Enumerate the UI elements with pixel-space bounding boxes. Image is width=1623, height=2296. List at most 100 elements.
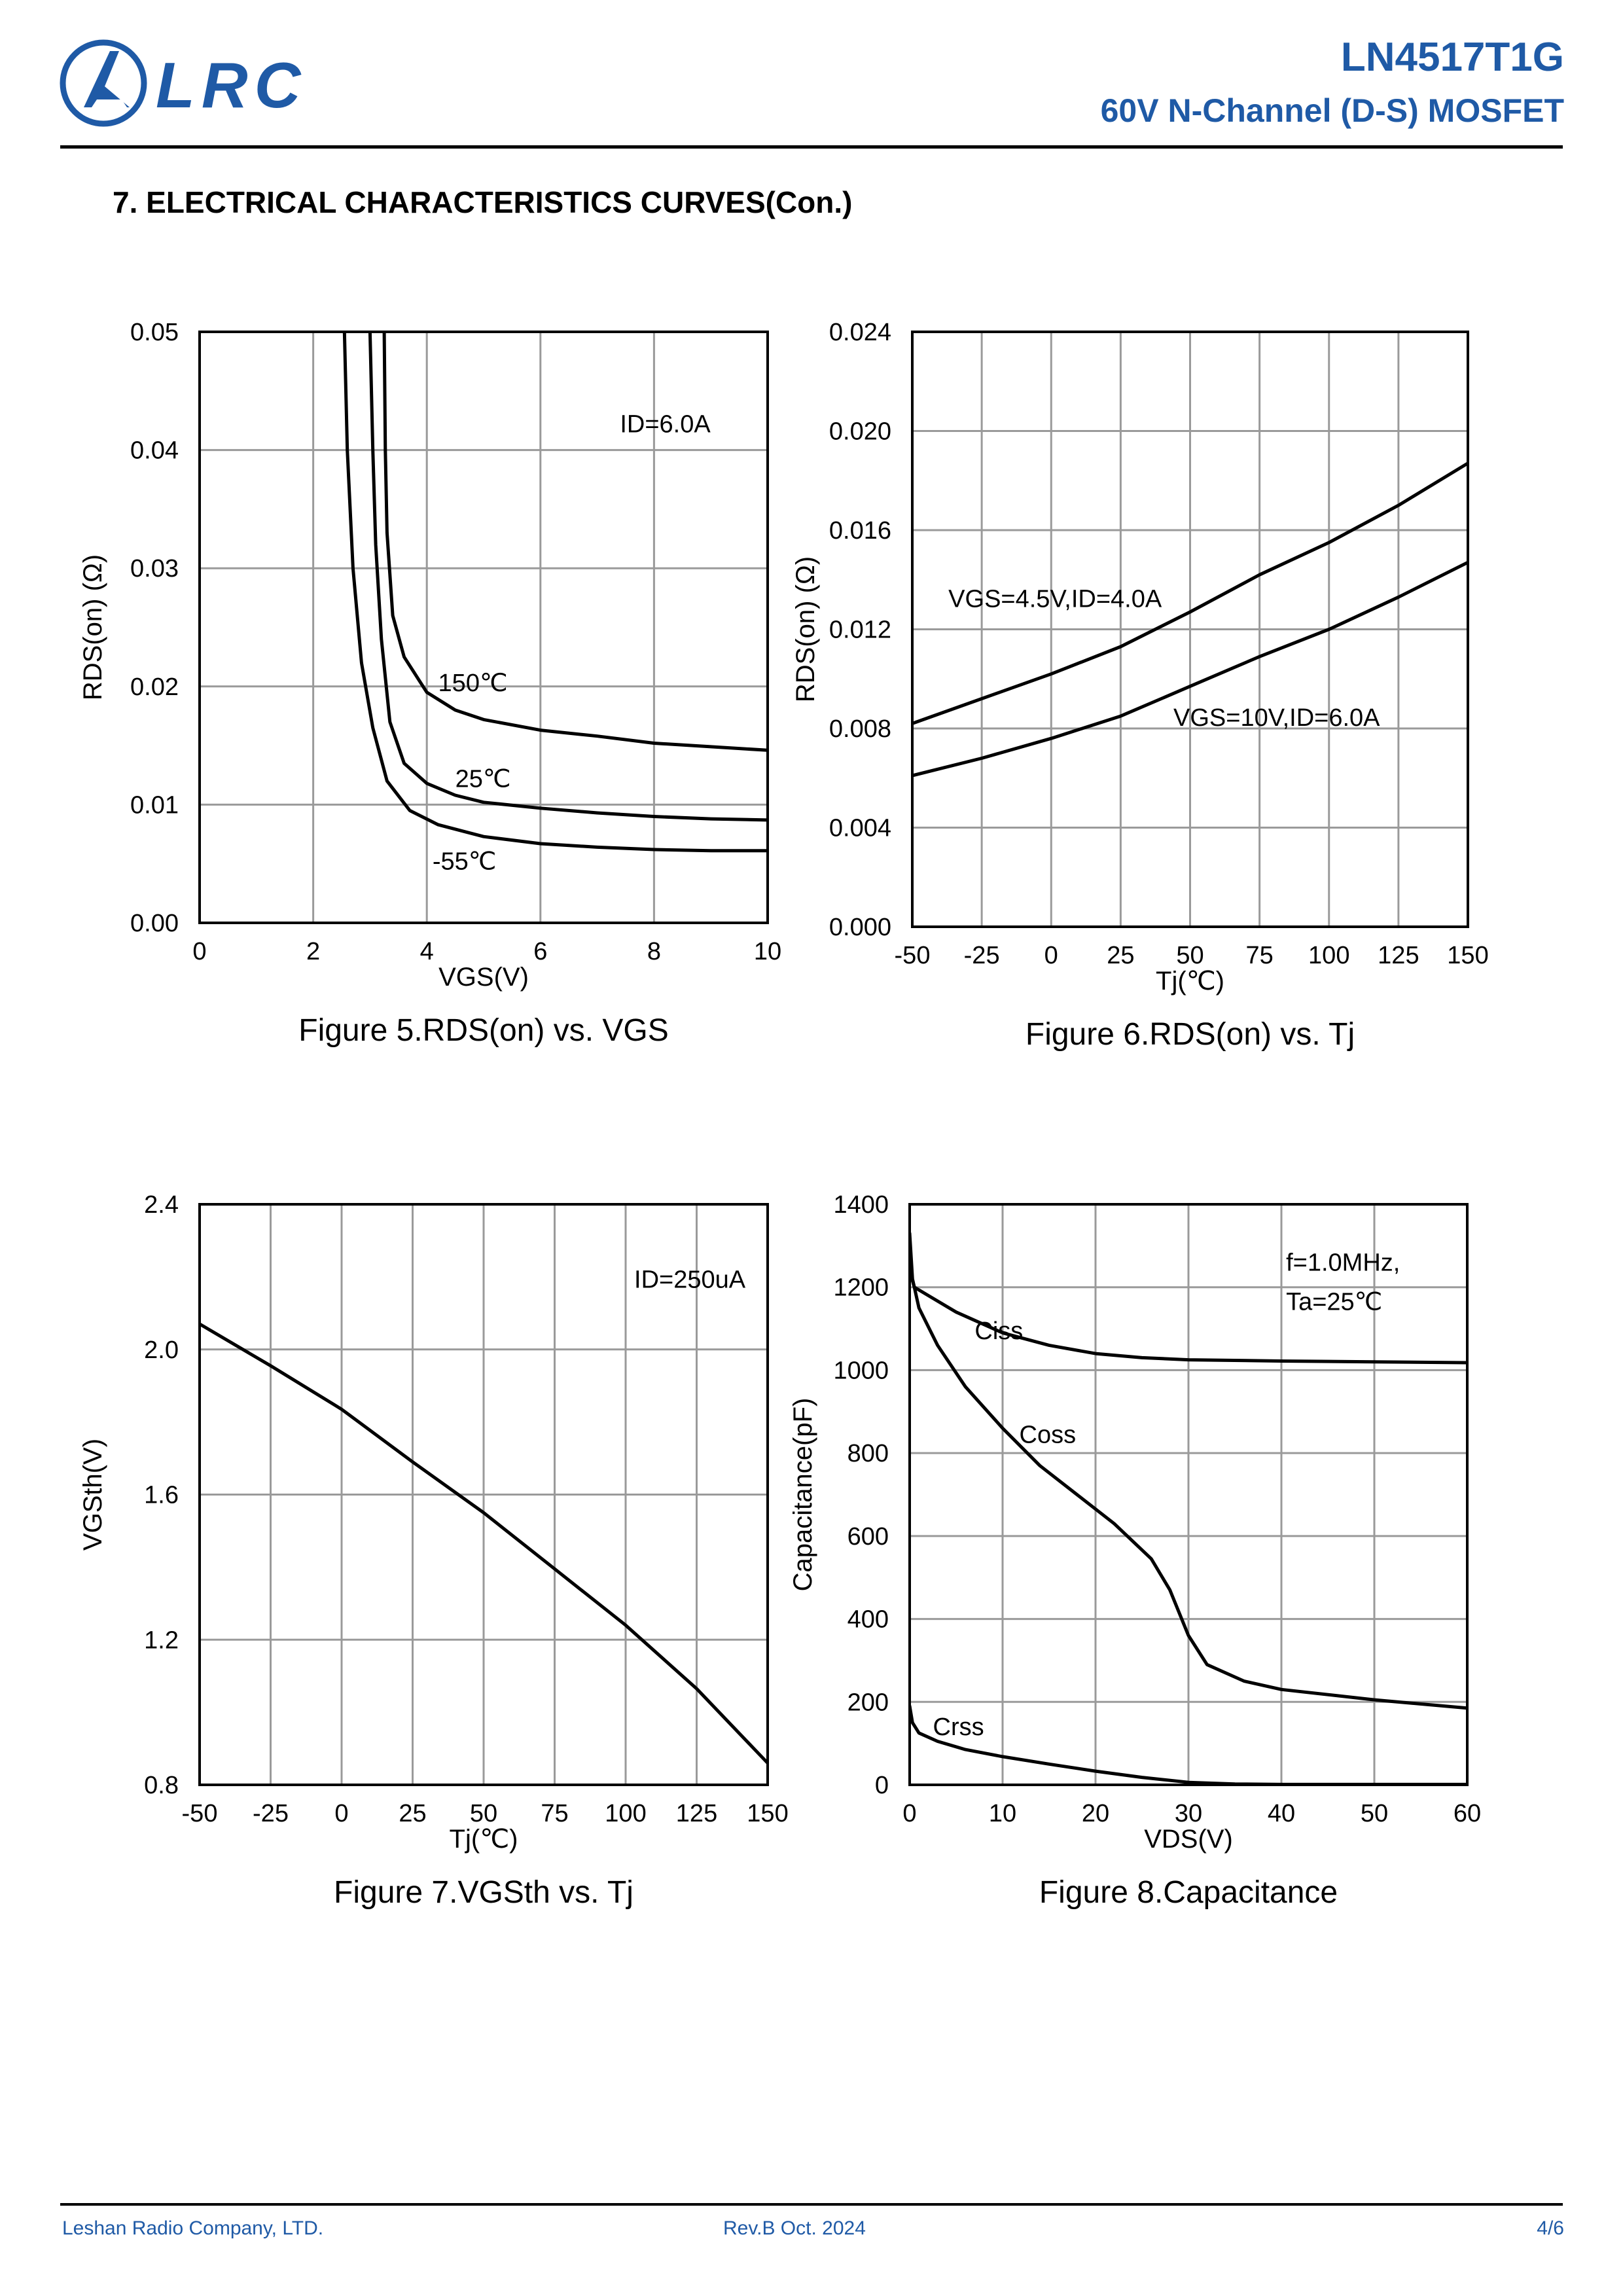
y-tick-label: 1.6 — [144, 1482, 179, 1509]
x-tick-label: -50 — [182, 1800, 218, 1827]
x-tick-label: 0 — [902, 1800, 916, 1827]
y-tick-label: 0.016 — [829, 517, 891, 545]
x-tick-label: 100 — [605, 1800, 646, 1827]
y-tick-label: 0.024 — [829, 319, 891, 346]
x-tick-label: 100 — [1308, 942, 1349, 969]
y-tick-label: 0.04 — [130, 437, 179, 465]
y-tick-label: 200 — [847, 1689, 889, 1716]
y-axis-label: RDS(on) (Ω) — [79, 554, 107, 700]
y-tick-label: 2.0 — [144, 1336, 179, 1364]
plot-frame — [911, 331, 1469, 928]
series-label: VGS=10V,ID=6.0A — [1173, 704, 1380, 732]
logo-mark-cut — [92, 99, 127, 107]
chart-annotation: ID=250uA — [634, 1266, 746, 1294]
section-title: 7. ELECTRICAL CHARACTERISTICS CURVES(Con… — [113, 185, 853, 219]
series-line — [910, 1231, 1467, 1710]
x-axis-label: Tj(℃) — [1156, 967, 1224, 996]
y-tick-label: 0.012 — [829, 617, 891, 644]
x-tick-label: -25 — [253, 1800, 289, 1827]
y-tick-label: 0.02 — [130, 673, 179, 701]
chart-annotation: f=1.0MHz, — [1286, 1249, 1400, 1276]
x-tick-label: 10 — [989, 1800, 1016, 1827]
y-tick-label: 0.004 — [829, 815, 891, 842]
figure-caption: Figure 6.RDS(on) vs. Tj — [1026, 1017, 1355, 1052]
x-tick-label: 150 — [747, 1800, 788, 1827]
x-tick-label: 2 — [306, 938, 320, 965]
chart-annotation: Ta=25℃ — [1286, 1289, 1382, 1316]
series-line — [910, 1704, 1467, 1785]
series-label: -55℃ — [433, 848, 497, 876]
series-label: 25℃ — [455, 765, 511, 793]
y-tick-label: 800 — [847, 1440, 889, 1467]
y-axis-label: RDS(on) (Ω) — [791, 556, 820, 702]
x-axis-label: Tj(℃) — [450, 1825, 518, 1854]
x-tick-label: 30 — [1175, 1800, 1202, 1827]
chart-8: 0 10 20 30 40 50 600200400600800100012001400VD… — [789, 1191, 1481, 1910]
chart-annotation: ID=6.0A — [620, 411, 711, 439]
y-axis-label: VGSth(V) — [79, 1439, 107, 1551]
figure-caption: Figure 7.VGSth vs. Tj — [334, 1875, 633, 1910]
y-tick-label: 0.05 — [130, 319, 179, 346]
footer-company: Leshan Radio Company, LTD. — [62, 2217, 324, 2239]
y-tick-label: 0.01 — [130, 791, 179, 819]
chart-6: -50 -25 0 25 50 75 100 125 150 0.000 0.004 0.008 0.0… — [791, 319, 1489, 1052]
footer-divider — [60, 2203, 1563, 2206]
y-tick-label: 600 — [847, 1523, 889, 1551]
plot-frame — [198, 331, 769, 924]
x-tick-label: 75 — [541, 1800, 568, 1827]
x-tick-label: -25 — [964, 942, 1000, 969]
series-label: Ciss — [974, 1318, 1023, 1345]
x-tick-label: 40 — [1268, 1800, 1295, 1827]
x-tick-label: 60 — [1454, 1800, 1481, 1827]
y-tick-label: 1000 — [833, 1357, 889, 1384]
x-tick-label: 125 — [676, 1800, 717, 1827]
y-tick-label: 0.020 — [829, 418, 891, 446]
x-tick-label: 50 — [470, 1800, 497, 1827]
x-tick-label: 6 — [533, 938, 547, 965]
x-tick-label: 150 — [1447, 942, 1488, 969]
lrc-logo: LRC — [60, 39, 300, 127]
series-line — [200, 1322, 768, 1765]
footer-revision: Rev.B Oct. 2024 — [723, 2217, 866, 2239]
x-tick-label: 4 — [420, 938, 434, 965]
series-line — [912, 560, 1468, 778]
series-line — [910, 1268, 1467, 1365]
x-tick-label: 25 — [399, 1800, 426, 1827]
y-axis-label: Capacitance(pF) — [789, 1398, 817, 1592]
series-label: 150℃ — [438, 670, 508, 697]
x-tick-label: 8 — [647, 938, 661, 965]
y-tick-label: 0.8 — [144, 1772, 179, 1799]
x-tick-label: 50 — [1176, 942, 1204, 969]
y-tick-label: 0.008 — [829, 715, 891, 743]
footer-page: 4/6 — [1537, 2217, 1564, 2239]
series-line — [912, 461, 1468, 725]
y-tick-label: 1200 — [833, 1274, 889, 1302]
y-tick-label: 0.000 — [829, 914, 891, 941]
y-tick-label: 0.00 — [130, 910, 179, 937]
document-subtitle: 60V N-Channel (D-S) MOSFET — [1100, 92, 1564, 129]
y-tick-label: 1.2 — [144, 1626, 179, 1654]
series-label: VGS=4.5V,ID=4.0A — [948, 585, 1162, 613]
plot-frame — [908, 1203, 1469, 1786]
figure-caption: Figure 5.RDS(on) vs. VGS — [298, 1013, 669, 1048]
x-tick-label: 125 — [1378, 942, 1419, 969]
part-number: LN4517T1G — [1340, 35, 1564, 80]
series-label: Crss — [933, 1713, 984, 1741]
x-tick-label: 75 — [1245, 942, 1273, 969]
x-tick-label: 0 — [192, 938, 206, 965]
y-tick-label: 0 — [875, 1772, 889, 1799]
figure-caption: Figure 8.Capacitance — [1039, 1875, 1338, 1910]
series-line — [368, 332, 768, 822]
y-tick-label: 2.4 — [144, 1191, 179, 1219]
x-axis-label: VGS(V) — [438, 963, 529, 992]
series-line — [382, 332, 768, 752]
plot-frame — [198, 1203, 769, 1786]
x-tick-label: 25 — [1107, 942, 1134, 969]
chart-7: -50 -25 0 25 50 75 100 125 150 0.8 1.2 1.6 2.0 2.4 Tj(… — [79, 1191, 789, 1910]
logo-mark — [84, 51, 130, 107]
chart-5: 0 2 4 6 8 10 0.00 0.01 0.02 0.03 0.04 0.05 VGS(V) RDS… — [79, 319, 781, 1048]
x-tick-label: -50 — [895, 942, 931, 969]
series-line — [342, 332, 768, 853]
y-tick-label: 1400 — [833, 1191, 889, 1219]
